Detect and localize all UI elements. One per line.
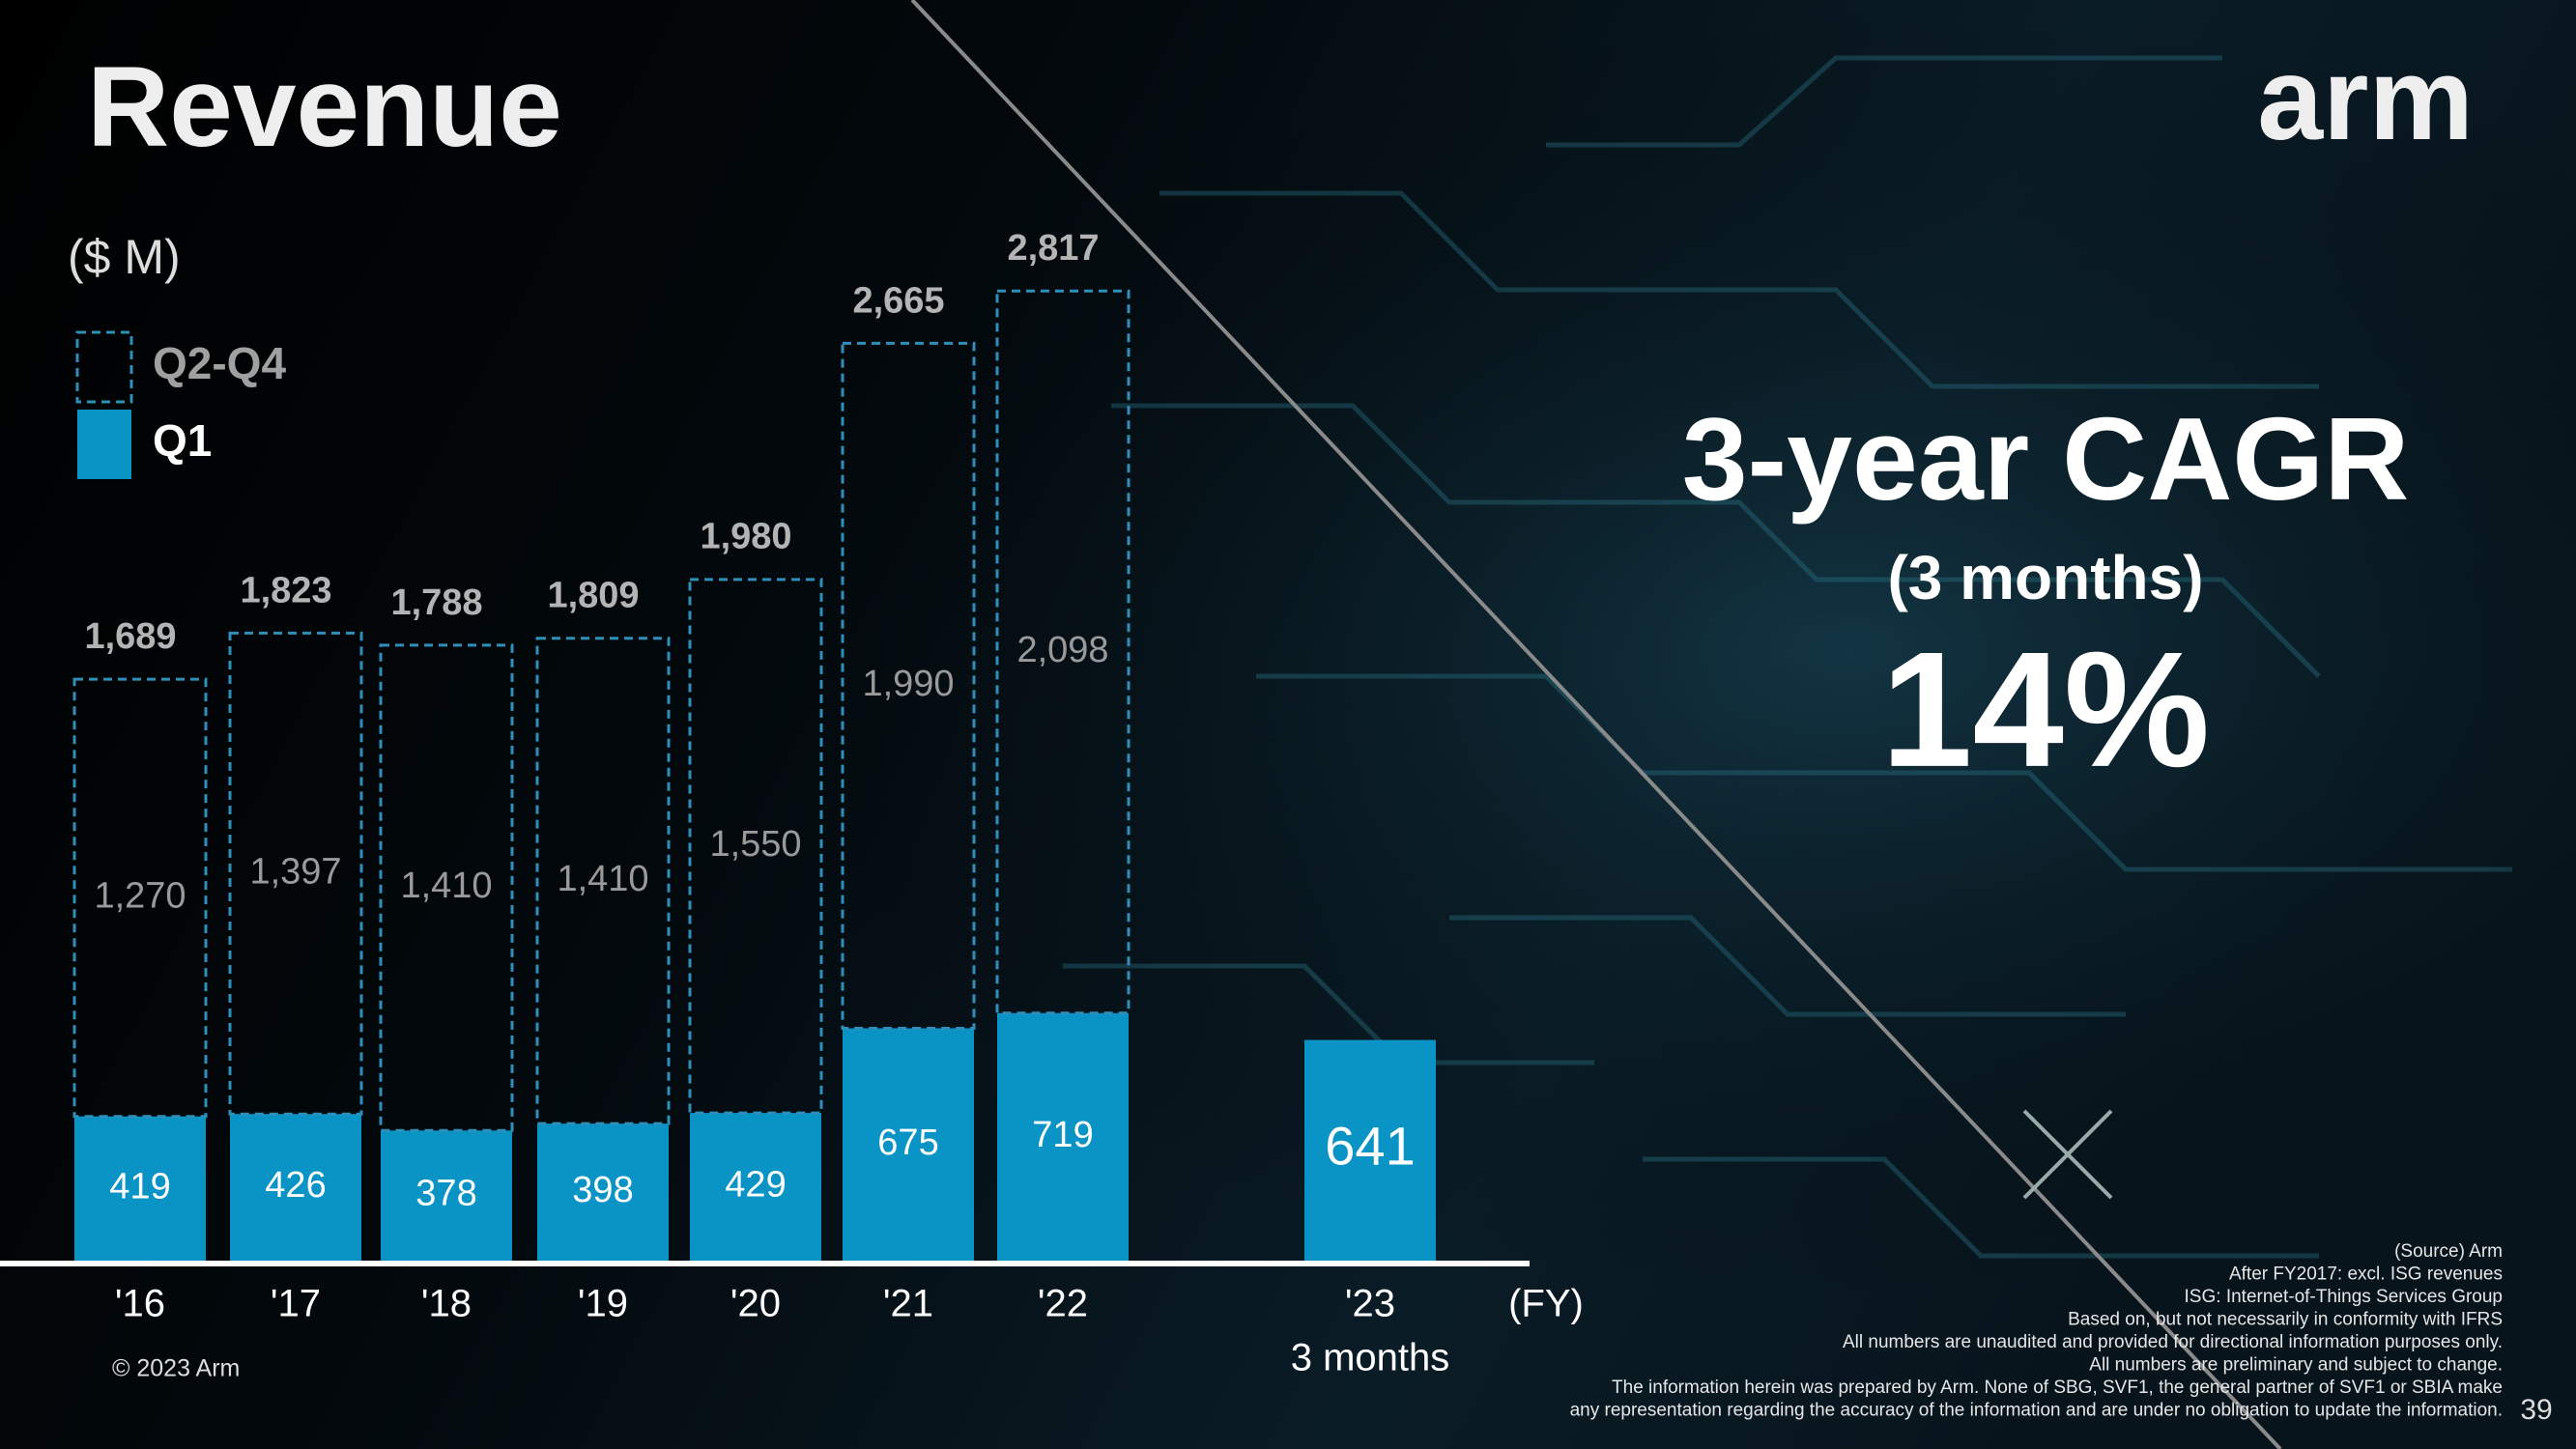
bar-segment	[228, 631, 363, 1116]
value-label: 398	[572, 1170, 633, 1210]
value-label: 1,990	[862, 664, 954, 704]
footnote: Based on, but not necessarily in conform…	[2068, 1310, 2503, 1330]
bar-segment	[537, 1123, 669, 1261]
footnote: All numbers are unaudited and provided f…	[1843, 1332, 2503, 1352]
x-tick-sublabel: 3 months	[1291, 1337, 1450, 1379]
cross-decoration	[2022, 1109, 2113, 1200]
value-label: 1,270	[94, 875, 186, 916]
value-label: 641	[1325, 1116, 1415, 1177]
value-label: 1,550	[709, 824, 801, 865]
footnote: After FY2017: excl. ISG revenues	[2229, 1264, 2503, 1285]
footnote: any representation regarding the accurac…	[1570, 1401, 2503, 1421]
diagonal-divider	[910, 0, 2282, 1449]
bar-segment	[379, 643, 514, 1132]
x-axis-label: (FY)	[1508, 1283, 1584, 1325]
legend-label: Q1	[153, 415, 212, 466]
footnote: ISG: Internet-of-Things Services Group	[2185, 1287, 2503, 1307]
footnote: All numbers are preliminary and subject …	[2089, 1355, 2503, 1376]
unit-label: ($ M)	[68, 230, 181, 284]
value-label: 429	[725, 1165, 786, 1206]
total-label: 2,817	[1007, 228, 1099, 269]
value-label: 1,410	[557, 859, 648, 899]
x-tick-label: '23	[1345, 1283, 1395, 1325]
bar-segment	[843, 1028, 974, 1261]
page-number: 39	[2520, 1394, 2552, 1426]
bar-segment	[1304, 1039, 1436, 1261]
logo: arm	[2257, 33, 2474, 164]
bar-segment	[688, 578, 823, 1115]
highlight-figure: 14%	[1881, 618, 2210, 802]
highlight-subheading: (3 months)	[1887, 543, 2203, 612]
total-label: 2,665	[852, 280, 944, 321]
value-label: 1,410	[400, 866, 492, 906]
bar-segment	[997, 1012, 1129, 1261]
x-tick-label: '18	[421, 1283, 472, 1325]
value-label: 426	[265, 1165, 326, 1206]
footnote: The information herein was prepared by A…	[1612, 1378, 2503, 1398]
value-label: 419	[109, 1166, 170, 1207]
bar-segment	[841, 341, 976, 1030]
x-tick-label: '17	[271, 1283, 321, 1325]
bar-segment	[230, 1114, 361, 1261]
value-label: 378	[415, 1174, 476, 1214]
x-tick-label: '22	[1038, 1283, 1088, 1325]
slide-title: Revenue	[87, 43, 562, 171]
value-label: 719	[1032, 1115, 1093, 1155]
total-label: 1,823	[240, 570, 331, 611]
value-label: 675	[877, 1122, 938, 1163]
total-label: 1,809	[547, 575, 639, 615]
total-label: 1,689	[84, 616, 176, 657]
value-label: 2,098	[1016, 630, 1108, 670]
bar-segment	[995, 289, 1131, 1015]
bar-segment	[74, 1116, 206, 1261]
bar-segment	[72, 677, 208, 1119]
x-tick-label: '16	[115, 1283, 165, 1325]
value-label: 1,397	[249, 851, 341, 892]
x-tick-label: '19	[578, 1283, 628, 1325]
total-label: 1,788	[390, 582, 482, 623]
legend-swatch	[75, 330, 133, 404]
bar-segment	[690, 1113, 821, 1261]
highlight-heading: 3-year CAGR	[1682, 393, 2410, 525]
bar-segment	[535, 637, 671, 1125]
circuit-decoration	[1063, 55, 2512, 1259]
total-label: 1,980	[700, 516, 791, 556]
copyright: © 2023 Arm	[112, 1355, 240, 1382]
bar-segment	[381, 1130, 512, 1261]
legend-swatch	[77, 410, 131, 479]
legend-label: Q2-Q4	[153, 338, 286, 388]
x-tick-label: '20	[730, 1283, 781, 1325]
x-tick-label: '21	[883, 1283, 933, 1325]
footnote: (Source) Arm	[2394, 1241, 2503, 1262]
